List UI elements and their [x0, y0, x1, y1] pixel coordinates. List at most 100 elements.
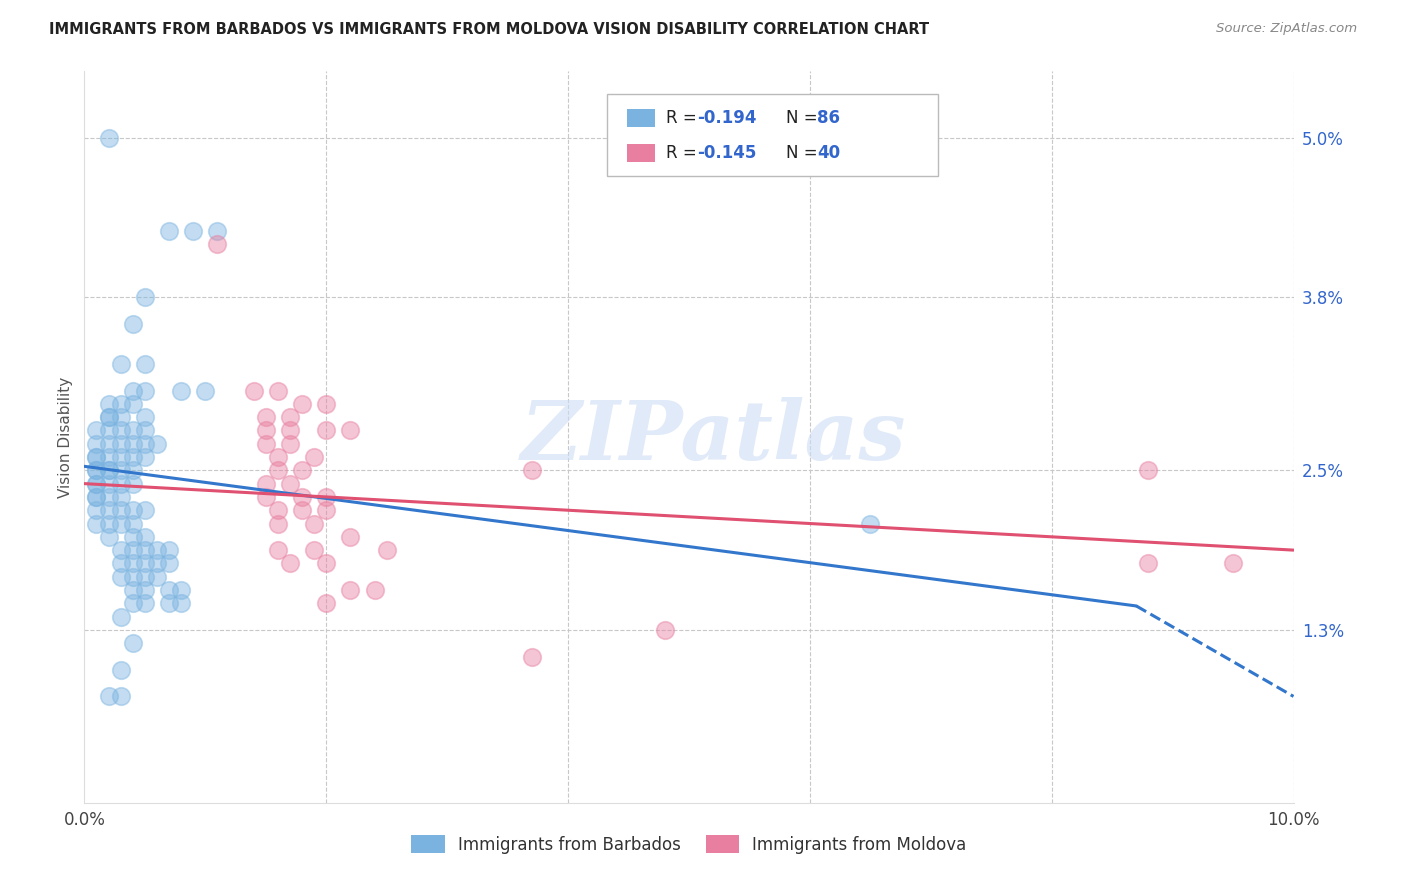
Point: [134, 424, 156, 438]
Point: [97, 490, 120, 504]
Point: [207, 237, 229, 252]
Point: [134, 543, 156, 558]
Point: [278, 476, 301, 491]
Point: [86, 490, 108, 504]
Point: [97, 516, 120, 531]
Text: -0.145: -0.145: [697, 144, 756, 161]
Text: IMMIGRANTS FROM BARBADOS VS IMMIGRANTS FROM MOLDOVA VISION DISABILITY CORRELATIO: IMMIGRANTS FROM BARBADOS VS IMMIGRANTS F…: [49, 22, 929, 37]
Point: [110, 357, 132, 371]
Point: [86, 503, 108, 517]
Point: [242, 384, 264, 398]
Point: [110, 690, 132, 704]
Point: [121, 582, 143, 597]
Point: [97, 397, 120, 411]
Point: [134, 570, 156, 584]
Point: [110, 436, 132, 450]
Point: [86, 476, 108, 491]
Legend: Immigrants from Barbados, Immigrants from Moldova: Immigrants from Barbados, Immigrants fro…: [405, 829, 973, 860]
Point: [121, 557, 143, 571]
Point: [520, 649, 543, 664]
Point: [254, 476, 277, 491]
Point: [254, 490, 277, 504]
Point: [97, 131, 120, 145]
Point: [97, 450, 120, 464]
Point: [110, 463, 132, 477]
Point: [267, 543, 290, 558]
Point: [121, 570, 143, 584]
Text: R =: R =: [666, 110, 703, 128]
Point: [291, 463, 314, 477]
Point: [170, 582, 193, 597]
Point: [121, 543, 143, 558]
Point: [121, 397, 143, 411]
Point: [110, 516, 132, 531]
Point: [375, 543, 398, 558]
Point: [157, 596, 180, 610]
Point: [97, 436, 120, 450]
Point: [110, 557, 132, 571]
Point: [146, 570, 169, 584]
Point: [134, 290, 156, 304]
Point: [339, 582, 361, 597]
Point: [267, 384, 290, 398]
Point: [1137, 557, 1160, 571]
Point: [157, 224, 180, 238]
Point: [363, 582, 385, 597]
Point: [86, 463, 108, 477]
Point: [134, 357, 156, 371]
Point: [110, 543, 132, 558]
Point: [302, 543, 325, 558]
Point: [110, 410, 132, 425]
Point: [121, 476, 143, 491]
Point: [86, 450, 108, 464]
Point: [97, 503, 120, 517]
Point: [291, 397, 314, 411]
Point: [278, 557, 301, 571]
Point: [315, 397, 337, 411]
Point: [157, 582, 180, 597]
Point: [121, 530, 143, 544]
Point: [121, 516, 143, 531]
Point: [315, 557, 337, 571]
Point: [110, 663, 132, 677]
Point: [254, 424, 277, 438]
Y-axis label: Vision Disability: Vision Disability: [58, 376, 73, 498]
Point: [86, 490, 108, 504]
Point: [110, 424, 132, 438]
Text: 86: 86: [817, 110, 839, 128]
Point: [520, 463, 543, 477]
Point: [134, 557, 156, 571]
Point: [97, 690, 120, 704]
Point: [86, 516, 108, 531]
Point: [267, 503, 290, 517]
Point: [1137, 463, 1160, 477]
Point: [146, 436, 169, 450]
Point: [302, 516, 325, 531]
Point: [86, 424, 108, 438]
Text: ZIPatlas: ZIPatlas: [520, 397, 905, 477]
Point: [97, 463, 120, 477]
Point: [859, 516, 882, 531]
Point: [86, 436, 108, 450]
Text: N =: N =: [786, 144, 823, 161]
Point: [97, 424, 120, 438]
Point: [267, 516, 290, 531]
Point: [146, 543, 169, 558]
Point: [207, 224, 229, 238]
Point: [146, 557, 169, 571]
Point: [291, 490, 314, 504]
Point: [194, 384, 217, 398]
Point: [134, 530, 156, 544]
Point: [134, 503, 156, 517]
Point: [302, 450, 325, 464]
Point: [97, 463, 120, 477]
Point: [121, 450, 143, 464]
Text: R =: R =: [666, 144, 703, 161]
Point: [134, 596, 156, 610]
Point: [134, 582, 156, 597]
Point: [339, 424, 361, 438]
Point: [170, 384, 193, 398]
Point: [339, 530, 361, 544]
Text: N =: N =: [786, 110, 823, 128]
Point: [121, 596, 143, 610]
